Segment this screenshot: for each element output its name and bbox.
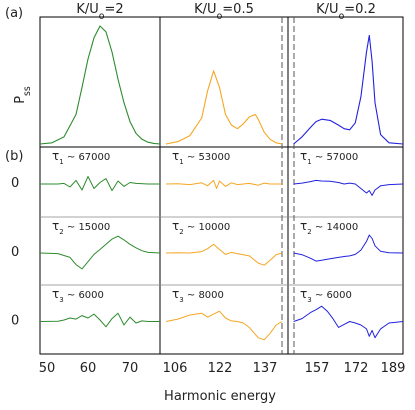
- mode-curve-row-3-col-1: [39, 312, 160, 328]
- x-tick-label: 189: [381, 361, 406, 376]
- zero-label-row-2: 0: [11, 245, 19, 260]
- tau-label: τ3 ~ 6000: [300, 287, 352, 304]
- mode-curve-row-2-col-2: [165, 243, 283, 266]
- x-tick-label: 172: [344, 361, 369, 376]
- zero-label-row-3: 0: [11, 314, 19, 329]
- mode-curve-row-2-col-3: [293, 234, 404, 262]
- panel-label-a: (a): [5, 6, 23, 21]
- x-tick-label: 137: [253, 361, 278, 376]
- x-tick-label: 122: [208, 361, 233, 376]
- pss-curve-col-2: [165, 70, 283, 145]
- mode-curve-row-1-col-3: [293, 179, 404, 196]
- column-title-1: K/Uo=2: [76, 2, 123, 22]
- tau-label: τ1 ~ 53000: [172, 149, 230, 166]
- x-tick-label: 50: [39, 361, 56, 376]
- mode-curve-row-3-col-3: [293, 305, 404, 339]
- tau-label: τ3 ~ 6000: [52, 287, 104, 304]
- tau-label: τ2 ~ 15000: [52, 219, 110, 236]
- column-title-3: K/Uo=0.2: [316, 2, 376, 22]
- mode-curve-row-3-col-2: [165, 310, 283, 341]
- mode-curve-row-1-col-1: [40, 176, 160, 192]
- x-tick-label: 70: [122, 361, 139, 376]
- ylabel-pss: Pss: [13, 86, 33, 104]
- tau-label: τ3 ~ 8000: [172, 287, 224, 304]
- x-tick-label: 60: [80, 361, 97, 376]
- tau-label: τ2 ~ 14000: [300, 219, 358, 236]
- panel-label-b: (b): [5, 149, 23, 164]
- zero-label-row-1: 0: [11, 176, 19, 191]
- column-title-2: K/Uo=0.5: [194, 2, 254, 22]
- tau-label: τ2 ~ 10000: [172, 219, 230, 236]
- plot-frame: [39, 16, 404, 355]
- tau-label: τ1 ~ 67000: [52, 149, 110, 166]
- tau-label: τ1 ~ 57000: [300, 149, 358, 166]
- pss-curve-col-3: [293, 34, 404, 145]
- x-tick-label: 157: [305, 361, 330, 376]
- x-tick-label: 106: [163, 361, 188, 376]
- pss-curve-col-1: [39, 25, 161, 145]
- mode-curve-row-2-col-1: [39, 235, 161, 270]
- mode-curve-row-1-col-2: [165, 179, 282, 189]
- x-axis-label: Harmonic energy: [164, 389, 276, 404]
